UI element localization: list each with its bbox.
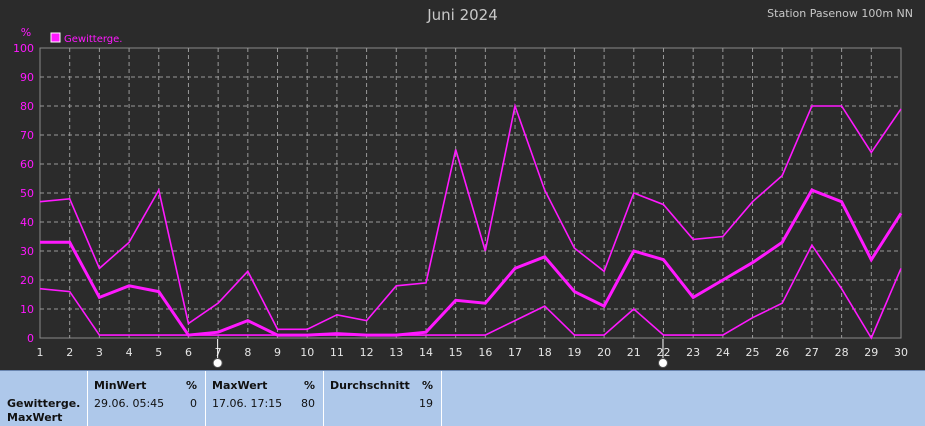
x-tick-label: 21 xyxy=(627,346,641,359)
y-tick-label: 20 xyxy=(20,274,34,287)
x-tick-label: 6 xyxy=(185,346,192,359)
x-tick-label: 28 xyxy=(835,346,849,359)
stats-row-label-kind: MaxWert xyxy=(7,411,63,424)
stat-avg-header: Durchschnitt xyxy=(330,379,410,392)
x-tick-label: 20 xyxy=(597,346,611,359)
stat-max-header: MaxWert xyxy=(212,379,268,392)
x-tick-label: 13 xyxy=(389,346,403,359)
x-tick-label: 9 xyxy=(274,346,281,359)
series-line-max xyxy=(39,103,902,331)
x-tick-label: 16 xyxy=(478,346,492,359)
series-line-min xyxy=(39,243,902,340)
x-tick-label: 18 xyxy=(538,346,552,359)
stat-avg-value: 19 xyxy=(419,397,433,410)
x-tick-label: 15 xyxy=(449,346,463,359)
day-marker-icon xyxy=(212,358,223,368)
x-tick-label: 26 xyxy=(775,346,789,359)
stats-row-label: Gewitterge. MaxWert xyxy=(7,397,85,425)
x-tick-label: 3 xyxy=(96,346,103,359)
day-marker-icon xyxy=(657,358,668,368)
legend-swatch xyxy=(50,32,61,43)
x-tick-label: 24 xyxy=(716,346,730,359)
stat-max-unit: % xyxy=(303,379,315,392)
stats-panel: Gewitterge. MaxWert MinWert % 29.06. 05:… xyxy=(0,370,925,426)
x-tick-label: 2 xyxy=(66,346,73,359)
y-tick-label: 30 xyxy=(20,245,34,258)
x-tick-label: 1 xyxy=(37,346,44,359)
y-tick-label: 90 xyxy=(20,71,34,84)
stat-min-value: 0 xyxy=(190,397,197,410)
chart-svg: 0102030405060708090100%12345678910111213… xyxy=(13,26,908,368)
x-tick-label: 29 xyxy=(864,346,878,359)
x-tick-label: 23 xyxy=(686,346,700,359)
x-tick-label: 30 xyxy=(894,346,908,359)
chart-title: Juni 2024 xyxy=(427,6,498,24)
x-tick-label: 19 xyxy=(567,346,581,359)
stat-max-time: 17.06. 17:15 xyxy=(212,397,283,410)
x-tick-label: 14 xyxy=(419,346,433,359)
y-tick-label: 40 xyxy=(20,216,34,229)
x-tick-label: 25 xyxy=(746,346,760,359)
x-tick-label: 12 xyxy=(360,346,374,359)
chart-area: 0102030405060708090100%12345678910111213… xyxy=(13,6,913,368)
y-axis-unit: % xyxy=(21,26,31,39)
x-tick-label: 4 xyxy=(126,346,133,359)
series-line-avg xyxy=(40,188,903,337)
stat-min-header: MinWert xyxy=(94,379,147,392)
y-tick-label: 70 xyxy=(20,129,34,142)
station-label: Station Pasenow 100m NN xyxy=(767,7,913,20)
stat-max-column: MaxWert % 17.06. 17:15 80 xyxy=(205,371,323,426)
stat-avg-column: Durchschnitt % 19 xyxy=(323,371,441,426)
y-tick-label: 50 xyxy=(20,187,34,200)
stat-min-unit: % xyxy=(185,379,197,392)
x-tick-label: 27 xyxy=(805,346,819,359)
x-tick-label: 10 xyxy=(300,346,314,359)
y-tick-label: 10 xyxy=(20,303,34,316)
y-tick-label: 80 xyxy=(20,100,34,113)
y-tick-label: 60 xyxy=(20,158,34,171)
stat-min-column: MinWert % 29.06. 05:45 0 xyxy=(87,371,205,426)
y-tick-label: 100 xyxy=(13,42,34,55)
stats-end-divider xyxy=(441,371,442,426)
stat-max-value: 80 xyxy=(301,397,315,410)
legend-label: Gewitterge. xyxy=(64,34,122,45)
stat-min-time: 29.06. 05:45 xyxy=(94,397,165,410)
x-tick-label: 5 xyxy=(155,346,162,359)
x-tick-label: 8 xyxy=(244,346,251,359)
stat-avg-unit: % xyxy=(421,379,433,392)
y-tick-label: 0 xyxy=(27,332,34,345)
x-tick-label: 11 xyxy=(330,346,344,359)
stats-row-label-series: Gewitterge. xyxy=(7,397,81,410)
x-tick-label: 17 xyxy=(508,346,522,359)
